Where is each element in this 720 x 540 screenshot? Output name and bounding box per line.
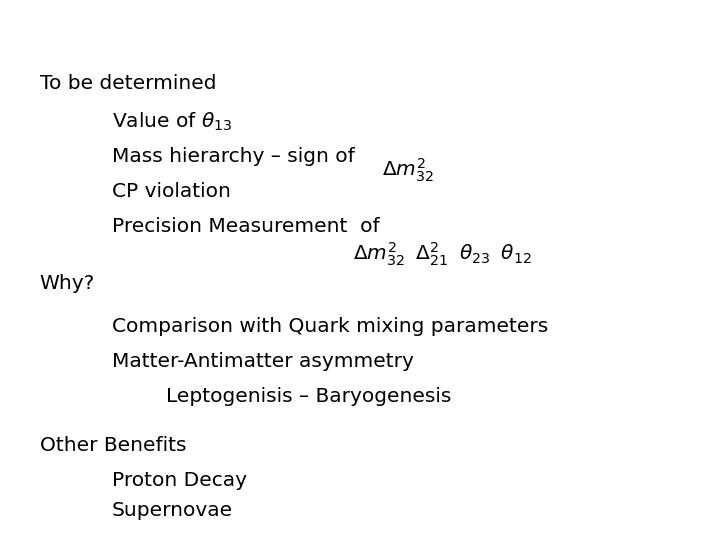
Text: Other Benefits: Other Benefits bbox=[40, 436, 186, 455]
Text: Precision Measurement  of: Precision Measurement of bbox=[112, 217, 379, 237]
Text: Leptogenisis – Baryogenesis: Leptogenisis – Baryogenesis bbox=[166, 387, 451, 407]
Text: $\Delta m^{2}_{32}\;\; \Delta^{2}_{21}\;\;  \theta_{23}\;\; \theta_{12}$: $\Delta m^{2}_{32}\;\; \Delta^{2}_{21}\;… bbox=[353, 240, 531, 267]
Text: Mass hierarchy – sign of: Mass hierarchy – sign of bbox=[112, 147, 354, 166]
Text: Value of $\theta_{13}$: Value of $\theta_{13}$ bbox=[112, 110, 232, 133]
Text: Why?: Why? bbox=[40, 274, 95, 293]
Text: Comparison with Quark mixing parameters: Comparison with Quark mixing parameters bbox=[112, 317, 548, 336]
Text: $\Delta m^{2}_{32}$: $\Delta m^{2}_{32}$ bbox=[382, 157, 433, 184]
Text: Supernovae: Supernovae bbox=[112, 501, 233, 520]
Text: Proton Decay: Proton Decay bbox=[112, 471, 246, 490]
Text: Matter-Antimatter asymmetry: Matter-Antimatter asymmetry bbox=[112, 352, 413, 372]
Text: CP violation: CP violation bbox=[112, 182, 230, 201]
Text: To be determined: To be determined bbox=[40, 74, 216, 93]
